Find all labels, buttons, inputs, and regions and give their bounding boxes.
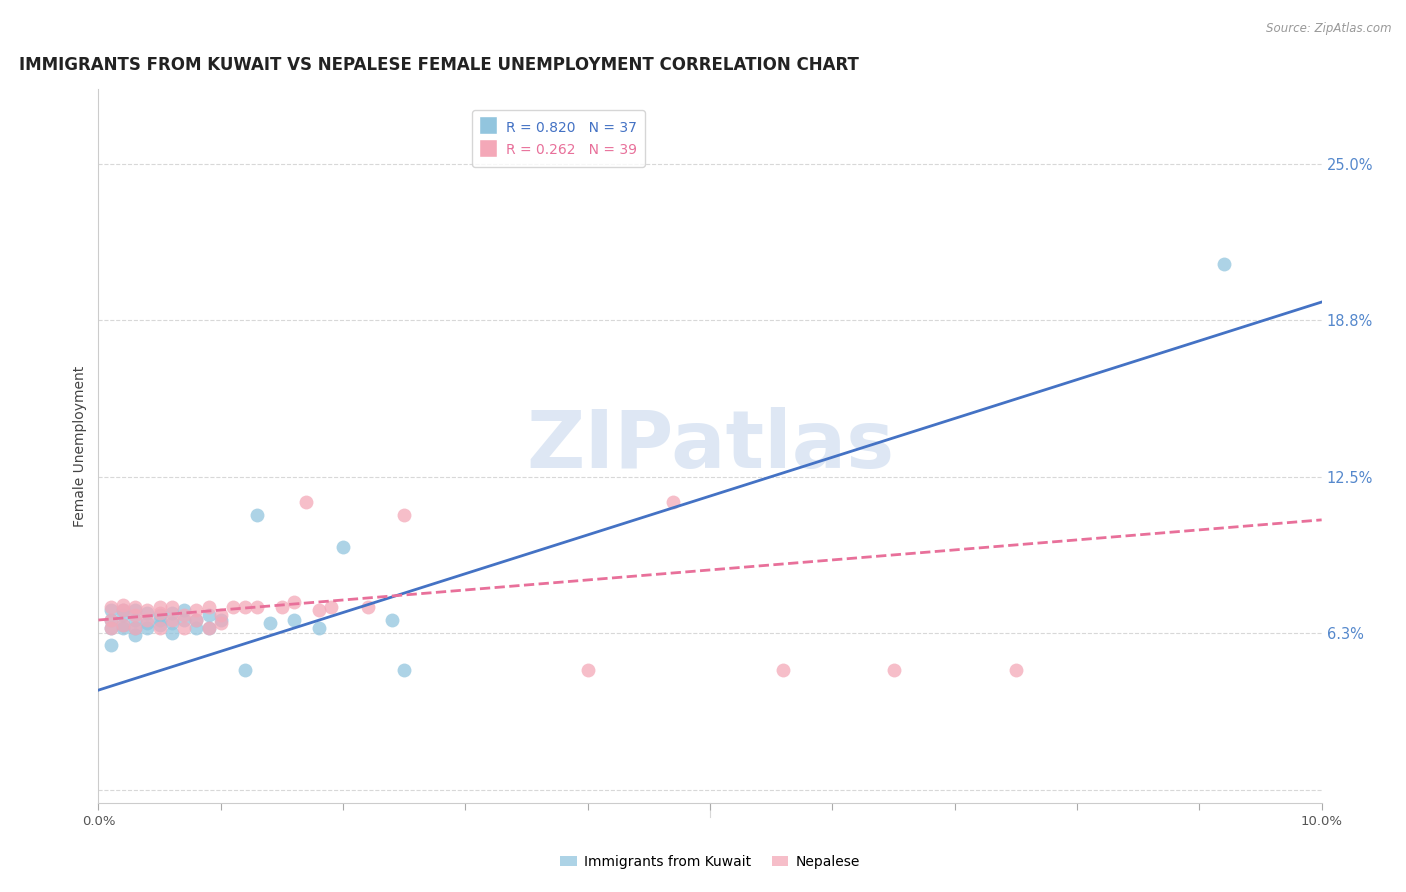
Point — [186, 621, 208, 635]
Point — [100, 638, 122, 652]
Point — [772, 663, 794, 677]
Point — [173, 607, 195, 622]
Point — [136, 613, 159, 627]
Point — [295, 495, 318, 509]
Point — [283, 613, 305, 627]
Point — [1212, 257, 1234, 271]
Point — [197, 607, 219, 622]
Point — [186, 603, 208, 617]
Point — [173, 613, 195, 627]
Point — [100, 603, 122, 617]
Point — [136, 603, 159, 617]
Point — [883, 663, 905, 677]
Point — [209, 613, 232, 627]
Point — [332, 541, 354, 555]
Point — [124, 628, 146, 642]
Point — [270, 600, 292, 615]
Point — [111, 618, 134, 632]
Point — [149, 607, 172, 622]
Point — [100, 613, 122, 627]
Point — [111, 621, 134, 635]
Point — [392, 663, 416, 677]
Point — [160, 615, 183, 630]
Point — [259, 615, 281, 630]
Point — [100, 600, 122, 615]
Point — [576, 663, 599, 677]
Point — [173, 603, 195, 617]
Text: IMMIGRANTS FROM KUWAIT VS NEPALESE FEMALE UNEMPLOYMENT CORRELATION CHART: IMMIGRANTS FROM KUWAIT VS NEPALESE FEMAL… — [18, 56, 859, 74]
Point — [124, 621, 146, 635]
Point — [222, 600, 245, 615]
Point — [160, 625, 183, 640]
Point — [100, 621, 122, 635]
Point — [100, 613, 122, 627]
Point — [149, 606, 172, 620]
Y-axis label: Female Unemployment: Female Unemployment — [73, 366, 87, 526]
Point — [100, 621, 122, 635]
Point — [124, 613, 146, 627]
Point — [233, 663, 256, 677]
Point — [160, 600, 183, 615]
Point — [160, 606, 183, 620]
Point — [209, 607, 232, 622]
Point — [149, 618, 172, 632]
Point — [1004, 663, 1026, 677]
Point — [160, 613, 183, 627]
Point — [136, 621, 159, 635]
Point — [111, 598, 134, 612]
Point — [308, 621, 330, 635]
Point — [136, 606, 159, 620]
Point — [111, 618, 134, 632]
Point — [149, 600, 172, 615]
Point — [209, 615, 232, 630]
Point — [124, 621, 146, 635]
Point — [124, 603, 146, 617]
Point — [149, 613, 172, 627]
Point — [186, 613, 208, 627]
Point — [356, 600, 378, 615]
Point — [136, 615, 159, 630]
Point — [283, 595, 305, 609]
Point — [124, 607, 146, 622]
Point — [319, 600, 342, 615]
Point — [381, 613, 404, 627]
Legend: Immigrants from Kuwait, Nepalese: Immigrants from Kuwait, Nepalese — [555, 849, 865, 874]
Point — [111, 603, 134, 617]
Point — [233, 600, 256, 615]
Point — [149, 621, 172, 635]
Point — [392, 508, 416, 522]
Point — [111, 607, 134, 622]
Text: Source: ZipAtlas.com: Source: ZipAtlas.com — [1267, 22, 1392, 36]
Point — [197, 600, 219, 615]
Point — [111, 603, 134, 617]
Point — [662, 495, 685, 509]
Point — [197, 621, 219, 635]
Text: ZIPatlas: ZIPatlas — [526, 407, 894, 485]
Point — [246, 508, 269, 522]
Point — [308, 603, 330, 617]
Point — [197, 621, 219, 635]
Point — [186, 613, 208, 627]
Point — [173, 621, 195, 635]
Point — [124, 600, 146, 615]
Point — [246, 600, 269, 615]
